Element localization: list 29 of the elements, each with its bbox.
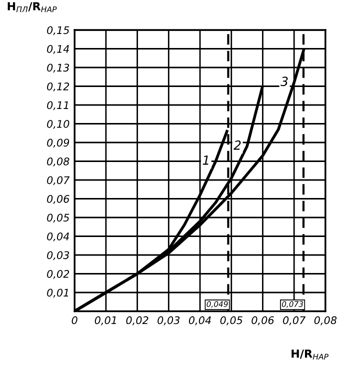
y-tick-label: 0,12 bbox=[47, 82, 70, 92]
y-tick-label: 0,03 bbox=[47, 251, 70, 260]
y-tick-label: 0,14 bbox=[47, 44, 69, 54]
series-label: 1 bbox=[202, 156, 208, 165]
y-axis-title: H$_{ПЛ}$/R$_{НАР}$ bbox=[8, 2, 57, 12]
y-tick-label: 0,11 bbox=[47, 101, 68, 110]
y-tick-label: 0,06 bbox=[47, 194, 70, 204]
x-tick-label: 0,01 bbox=[94, 316, 116, 326]
y-tick-label: 0,02 bbox=[47, 270, 70, 279]
x-tick-label: 0,04 bbox=[188, 316, 211, 326]
series-label: 3 bbox=[280, 76, 288, 86]
y-tick-label: 0,04 bbox=[47, 232, 69, 242]
x-tick-label: 0,08 bbox=[314, 316, 337, 326]
x-tick-label: 0,02 bbox=[126, 316, 148, 326]
x-tick-label: 0,06 bbox=[252, 316, 274, 326]
y-tick-label: 0,09 bbox=[47, 138, 70, 148]
y-tick-label: 0,05 bbox=[47, 214, 70, 223]
x-axis-title: H/R$_{НАР}$ bbox=[292, 350, 328, 360]
y-tick-label: 0,13 bbox=[47, 64, 70, 73]
y-tick-label: 0,07 bbox=[47, 176, 70, 186]
x-tick-label: 0,05 bbox=[220, 316, 242, 326]
x-tick-label: 0 bbox=[72, 316, 78, 324]
y-tick-label: 0,10 bbox=[47, 120, 70, 129]
series-label: 2 bbox=[234, 140, 241, 150]
x-tick-label: 0,03 bbox=[158, 316, 180, 326]
y-tick-label: 0,01 bbox=[47, 288, 68, 298]
y-tick-label: 0,15 bbox=[47, 26, 70, 36]
x-tick-label: 0,07 bbox=[283, 316, 306, 326]
y-tick-label: 0,08 bbox=[47, 157, 70, 166]
